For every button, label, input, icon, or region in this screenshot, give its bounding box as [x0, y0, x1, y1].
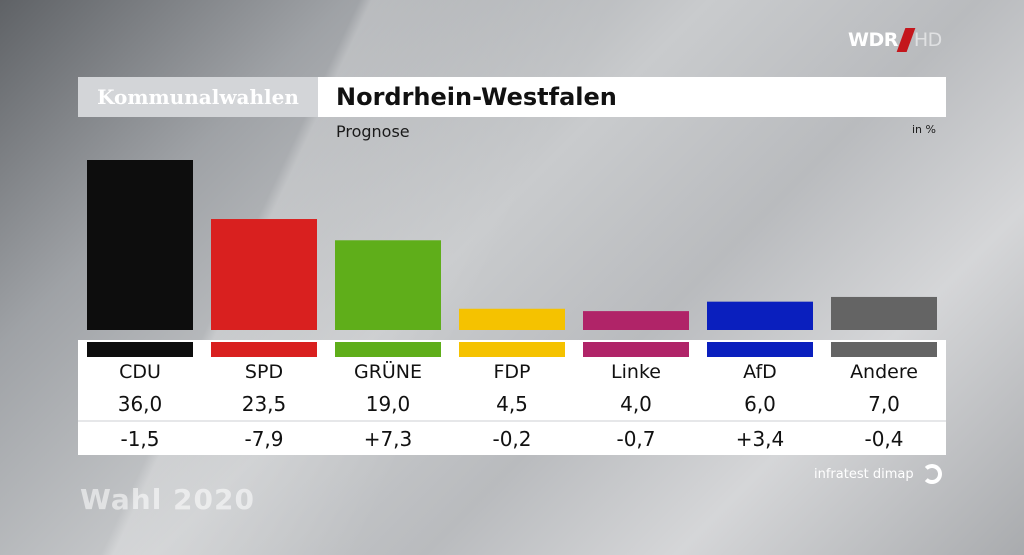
bar-spd [211, 219, 317, 330]
broadcaster-suffix: HD [913, 29, 942, 51]
party-label-linke: Linke [611, 361, 661, 383]
color-key-grüne [335, 342, 441, 359]
party-label-fdp: FDP [493, 361, 531, 383]
value-label-grüne: 19,0 [365, 391, 411, 416]
unit-label: in % [912, 123, 936, 136]
category-label: Kommunalwahlen [78, 77, 318, 117]
watermark: Wahl 2020 [80, 483, 255, 516]
broadcaster-logo: WDR HD [848, 27, 942, 53]
party-label-afd: AfD [743, 361, 777, 383]
bar-linke [583, 311, 689, 330]
change-label-cdu: -1,5 [120, 426, 160, 451]
source-credit: infratest dimap [814, 464, 942, 484]
title-bar: Kommunalwahlen Nordrhein-Westfalen [78, 77, 946, 117]
color-key-linke [583, 342, 689, 359]
logo-slash-icon [896, 28, 916, 52]
change-label-linke: -0,7 [616, 426, 656, 451]
color-key-andere [831, 342, 937, 359]
color-key-afd [707, 342, 813, 359]
change-row: -1,5 -7,9 +7,3 -0,2 -0,7 +3,4 -0,4 [78, 420, 946, 455]
party-label-spd: SPD [244, 361, 284, 383]
bar-chart-svg [78, 160, 946, 360]
change-label-spd: -7,9 [244, 426, 284, 451]
change-label-afd: +3,4 [735, 426, 785, 451]
chart-subtitle: Prognose [336, 122, 410, 141]
value-row: 36,0 23,5 19,0 4,5 4,0 6,0 7,0 [78, 387, 946, 420]
bar-fdp [459, 308, 565, 330]
change-label-fdp: -0,2 [492, 426, 532, 451]
bar-chart [78, 150, 946, 360]
value-label-andere: 7,0 [868, 391, 900, 416]
bar-afd [707, 301, 813, 330]
value-label-cdu: 36,0 [117, 391, 163, 416]
party-label-andere: Andere [850, 361, 918, 383]
bar-grüne [335, 240, 441, 330]
value-label-linke: 4,0 [620, 391, 652, 416]
chart-title: Nordrhein-Westfalen [336, 83, 617, 111]
party-label-row: CDU SPD GRÜNE FDP Linke AfD Andere [78, 357, 946, 387]
party-label-grüne: GRÜNE [353, 361, 423, 383]
bar-cdu [87, 160, 193, 330]
broadcaster-name: WDR [848, 29, 898, 51]
infratest-logo-icon [921, 464, 942, 484]
value-label-spd: 23,5 [241, 391, 287, 416]
party-label-cdu: CDU [119, 361, 161, 383]
color-key-fdp [459, 342, 565, 359]
color-key-cdu [87, 342, 193, 359]
source-label: infratest dimap [814, 466, 914, 482]
bar-andere [831, 296, 937, 330]
results-table: CDU SPD GRÜNE FDP Linke AfD Andere 36,0 23,5 19,… [78, 357, 946, 455]
value-label-afd: 6,0 [744, 391, 776, 416]
change-label-grüne: +7,3 [363, 426, 413, 451]
value-label-fdp: 4,5 [496, 391, 528, 416]
color-key-spd [211, 342, 317, 359]
change-label-andere: -0,4 [864, 426, 904, 451]
